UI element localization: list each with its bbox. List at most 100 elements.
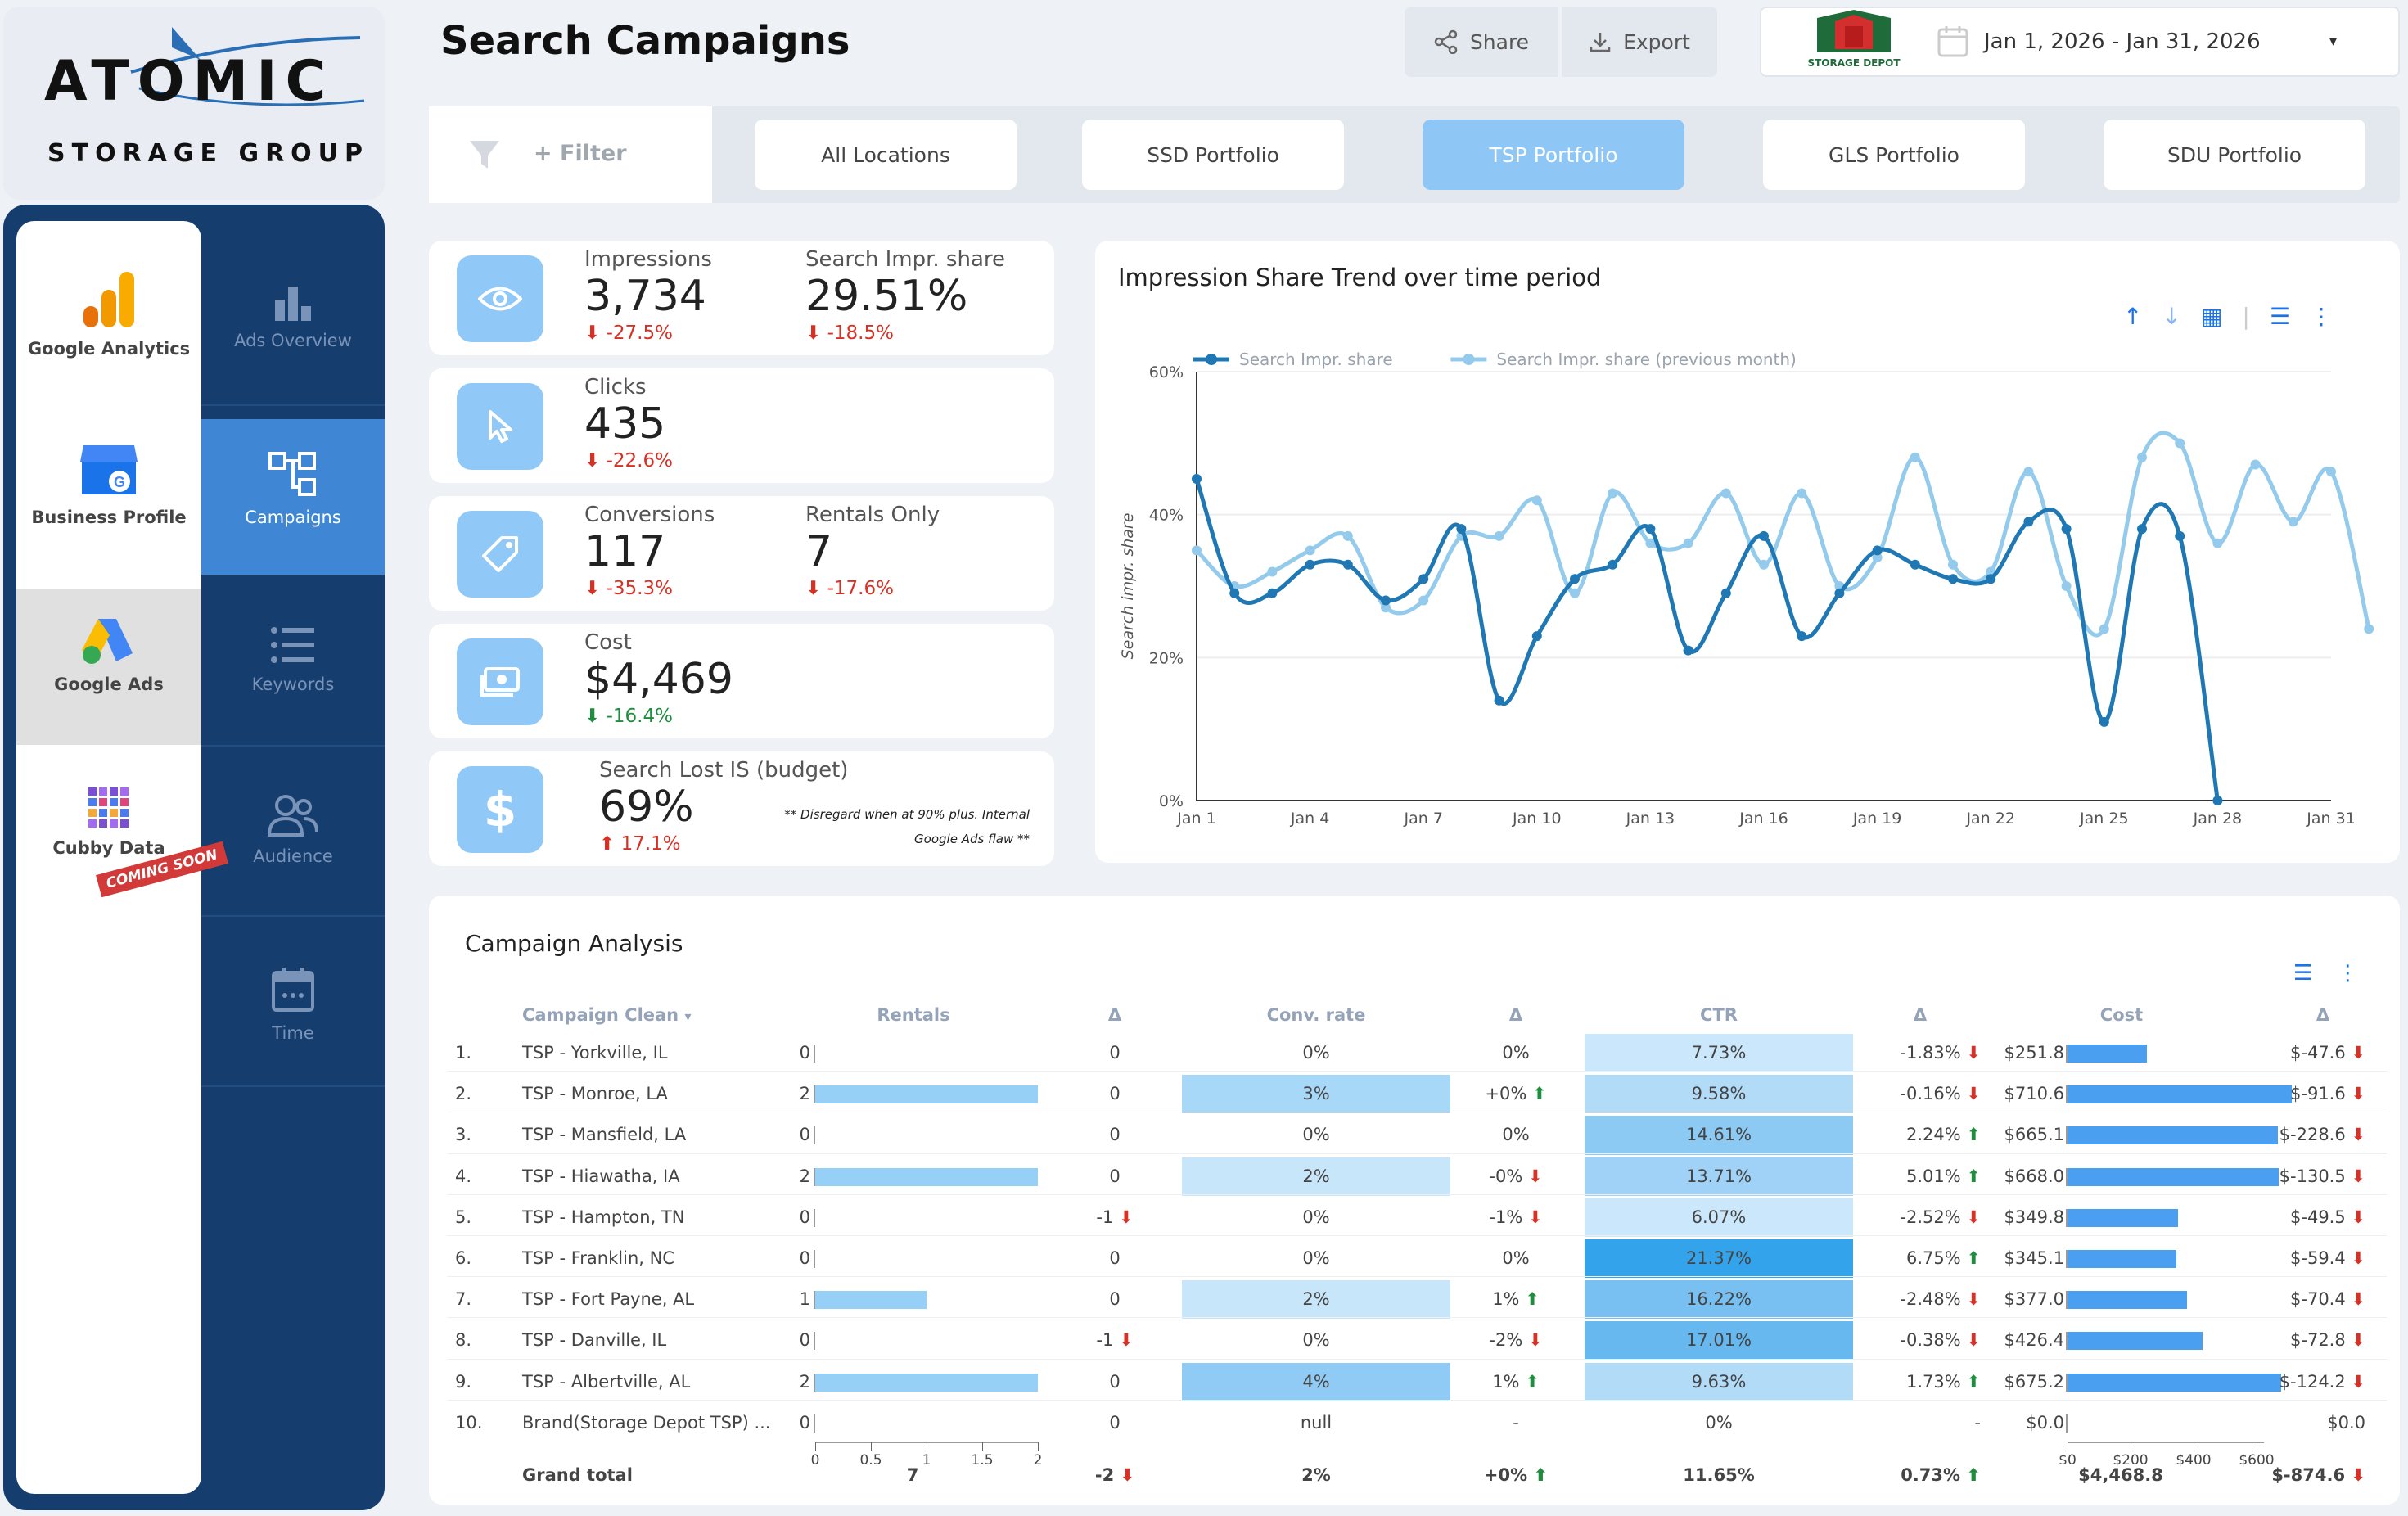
bar-baseline xyxy=(814,1167,815,1186)
conv-rate-delta: 0% xyxy=(1502,1043,1530,1063)
rentals-value: 0 xyxy=(799,1043,810,1063)
kpi-label: Rentals Only xyxy=(805,503,940,527)
sort-caret-icon: ▾ xyxy=(684,1008,692,1024)
ctr-value: 17.01% xyxy=(1685,1330,1752,1351)
arrow-down-icon: ⬇ xyxy=(1120,1465,1135,1485)
export-label: Export xyxy=(1623,29,1690,54)
nav-audience[interactable]: Audience xyxy=(201,761,385,917)
nav-time[interactable]: Time xyxy=(201,933,385,1089)
data-point xyxy=(2250,459,2261,470)
rentals-delta: 0 xyxy=(1109,1043,1121,1063)
portfolio-sdu[interactable]: SDU Portfolio xyxy=(2104,120,2365,190)
axis-tick xyxy=(871,1442,872,1451)
conv-rate-value: 4% xyxy=(1302,1371,1330,1392)
conv-rate-heat-cell xyxy=(1182,1075,1450,1114)
more-vert-icon[interactable]: ⋮ xyxy=(2337,961,2359,986)
filter-button[interactable]: + Filter xyxy=(429,106,712,203)
arrow-down-icon: ⬇ xyxy=(1966,1043,1981,1063)
source-cubby-data[interactable]: Cubby Data xyxy=(16,786,201,858)
toolbar-divider: | xyxy=(2242,303,2250,330)
source-label: Business Profile xyxy=(31,508,187,527)
column-header[interactable]: CTR xyxy=(1700,1005,1738,1025)
nav-campaigns[interactable]: Campaigns xyxy=(201,419,385,575)
column-header[interactable]: Δ xyxy=(2316,1005,2330,1025)
campaign-name[interactable]: TSP - Monroe, LA xyxy=(522,1084,668,1104)
data-point xyxy=(1645,524,1656,535)
export-button[interactable]: Export xyxy=(1562,7,1717,77)
rentals-value: 0 xyxy=(799,1207,810,1227)
ctr-delta: -0.38% ⬇ xyxy=(1900,1330,1981,1351)
campaign-name[interactable]: TSP - Franklin, NC xyxy=(522,1248,674,1268)
data-point xyxy=(1192,474,1202,484)
row-number: 5. xyxy=(455,1207,472,1227)
portfolio-gls[interactable]: GLS Portfolio xyxy=(1763,120,2025,190)
arrow-down-icon: ⬇ xyxy=(1966,1289,1981,1310)
legend-label: Search Impr. share (previous month) xyxy=(1496,350,1796,369)
share-label: Share xyxy=(1469,29,1530,54)
source-google-ads[interactable]: Google Ads xyxy=(16,614,201,694)
arrow-up-icon: ⬆ xyxy=(1525,1371,1540,1392)
column-header[interactable]: Δ xyxy=(1913,1005,1928,1025)
x-tick-label: Jan 1 xyxy=(1176,810,1215,828)
bar-baseline xyxy=(814,1250,815,1268)
nav-keywords[interactable]: Keywords xyxy=(201,589,385,745)
list-icon xyxy=(271,627,314,663)
campaign-name[interactable]: TSP - Mansfield, LA xyxy=(522,1125,687,1145)
grand-total-label: Grand total xyxy=(522,1465,633,1485)
conv-rate-delta: 1% ⬆ xyxy=(1492,1371,1540,1392)
cost-bar xyxy=(2068,1208,2179,1227)
cost-delta: $-70.4 ⬇ xyxy=(2290,1289,2365,1310)
cost-delta: $-49.5 ⬇ xyxy=(2290,1207,2365,1227)
ctr-value: 14.61% xyxy=(1685,1125,1752,1145)
portfolio-tsp[interactable]: TSP Portfolio xyxy=(1423,120,1684,190)
campaign-name[interactable]: TSP - Hiawatha, IA xyxy=(522,1166,680,1186)
bar-baseline xyxy=(2066,1373,2068,1392)
bar-baseline xyxy=(2066,1332,2068,1351)
sort-ascending-icon[interactable]: ↑ xyxy=(2123,303,2143,330)
chevron-down-icon[interactable]: ▾ xyxy=(2329,33,2338,50)
total-ctr: 11.65% xyxy=(1683,1465,1755,1485)
data-point xyxy=(1418,595,1429,606)
filter-lines-icon[interactable]: ☰ xyxy=(2293,961,2313,986)
bar-baseline xyxy=(814,1373,815,1392)
series-line xyxy=(1195,431,2371,638)
source-google-analytics[interactable]: Google Analytics xyxy=(16,270,201,359)
column-header[interactable]: Δ xyxy=(1508,1005,1523,1025)
ctr-value: 6.07% xyxy=(1691,1207,1747,1227)
campaign-name[interactable]: TSP - Fort Payne, AL xyxy=(522,1289,695,1310)
column-header[interactable]: Campaign Clean ▾ xyxy=(522,1005,692,1025)
column-header[interactable]: Conv. rate xyxy=(1266,1005,1366,1025)
campaign-name[interactable]: Brand(Storage Depot TSP) ... xyxy=(522,1412,771,1433)
campaign-name[interactable]: TSP - Danville, IL xyxy=(522,1330,667,1351)
campaign-name[interactable]: TSP - Albertville, AL xyxy=(522,1371,691,1392)
portfolio-all-locations[interactable]: All Locations xyxy=(755,120,1017,190)
conv-rate-heat-cell xyxy=(1182,1321,1450,1360)
data-point xyxy=(2099,624,2109,634)
column-header[interactable]: Δ xyxy=(1107,1005,1122,1025)
nav-ads-overview[interactable]: Ads Overview xyxy=(201,270,385,401)
sort-descending-icon[interactable]: ↓ xyxy=(2162,303,2181,330)
column-header[interactable]: Rentals xyxy=(877,1005,950,1025)
bar-baseline xyxy=(814,1332,815,1351)
more-vert-icon[interactable]: ⋮ xyxy=(2309,303,2333,330)
conv-rate-value: 0% xyxy=(1302,1043,1330,1063)
filter-lines-icon[interactable]: ☰ xyxy=(2269,303,2290,330)
drill-icon[interactable]: ▦ xyxy=(2200,303,2223,330)
data-point xyxy=(1456,524,1467,535)
data-point xyxy=(1948,559,1958,570)
portfolio-ssd[interactable]: SSD Portfolio xyxy=(1082,120,1344,190)
column-header[interactable]: Cost xyxy=(2099,1005,2144,1025)
data-point xyxy=(1683,538,1693,548)
arrow-down-icon: ⬇ xyxy=(2351,1371,2365,1392)
conv-rate-heat-cell xyxy=(1182,1239,1450,1279)
campaign-name[interactable]: TSP - Hampton, TN xyxy=(522,1207,685,1227)
cost-value: $426.4 xyxy=(2004,1330,2064,1351)
page-title: Search Campaigns xyxy=(440,18,850,64)
campaign-name[interactable]: TSP - Yorkville, IL xyxy=(522,1043,668,1063)
atomic-swoosh-logo xyxy=(130,27,365,106)
rentals-delta: 0 xyxy=(1109,1289,1121,1310)
share-button[interactable]: Share xyxy=(1405,7,1558,77)
eye-icon xyxy=(457,255,543,342)
arrow-down-icon: ⬇ xyxy=(2351,1125,2365,1145)
source-business-profile[interactable]: G Business Profile xyxy=(16,442,201,527)
